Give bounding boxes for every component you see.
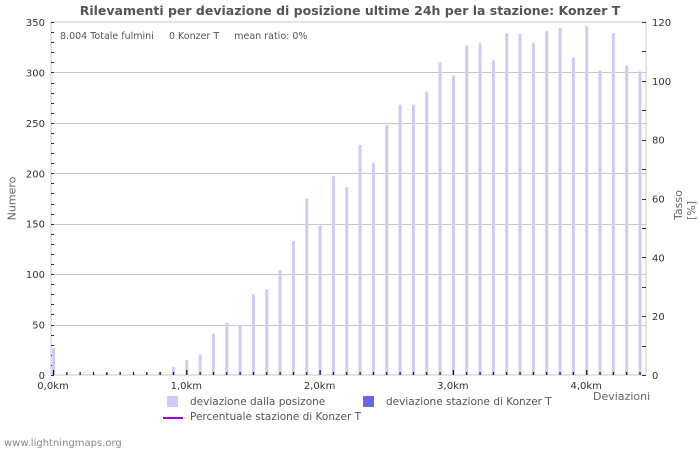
bar-deviation <box>638 71 642 376</box>
bar-deviation <box>278 270 282 375</box>
x-tick-label: 4,0km <box>570 381 601 392</box>
x-tick-label: 1,0km <box>171 381 202 392</box>
y-tick-label-right: 40 <box>652 253 665 264</box>
bar-deviation <box>411 104 415 376</box>
bar-deviation <box>238 325 242 375</box>
y-tick-label-left: 0 <box>39 371 45 382</box>
bar-deviation <box>585 26 589 375</box>
stat-ratio: mean ratio: 0% <box>234 31 308 42</box>
y-tick-label-left: 50 <box>32 321 45 332</box>
y-tick-label-right: 0 <box>652 371 658 382</box>
bar-deviation <box>225 322 229 375</box>
stats-line: 8.004 Totale fulmini 0 Konzer T mean rat… <box>60 31 307 42</box>
y-tick-label-left: 150 <box>26 220 45 231</box>
bar-deviation <box>398 104 402 376</box>
bar-deviation <box>318 225 322 375</box>
x-tick-label: 0,0km <box>37 381 68 392</box>
y-tick-label-left: 250 <box>26 119 45 130</box>
bar-deviation <box>171 366 175 375</box>
bar-deviation <box>611 33 615 375</box>
bar-deviation <box>52 347 55 375</box>
stat-station: 0 Konzer T <box>168 31 220 42</box>
legend-swatch-station <box>363 396 374 407</box>
bar-deviation <box>211 333 215 375</box>
source-credit: www.lightningmaps.org <box>4 438 122 449</box>
bar-deviation <box>358 145 362 375</box>
bar-deviation <box>531 43 535 376</box>
legend-item-percent: Percentuale stazione di Konzer T <box>190 411 362 423</box>
legend-item-deviation: deviazione dalla posizone <box>190 396 326 408</box>
y-tick-label-right: 100 <box>652 77 671 88</box>
bar-deviation <box>558 28 562 376</box>
legend-line-percent <box>163 417 183 419</box>
bar-deviation <box>545 31 549 375</box>
bar-deviation <box>198 354 202 375</box>
bar-deviation <box>291 240 295 375</box>
bar-deviation <box>625 65 629 376</box>
y-axis-right-label: Tasso [%] <box>672 190 698 220</box>
x-axis-label: Deviazioni <box>593 390 651 403</box>
bar-deviation <box>478 43 482 376</box>
bar-deviation <box>265 289 269 375</box>
y-tick-label-right: 80 <box>652 136 665 147</box>
bar-deviation <box>518 34 522 376</box>
x-tick-label: 3,0km <box>437 381 468 392</box>
bar-deviation <box>505 33 509 375</box>
legend-swatch-deviation <box>167 396 178 407</box>
bar-deviation <box>345 187 349 375</box>
y-tick-label-right: 20 <box>652 312 665 323</box>
stat-total: 8.004 Totale fulmini <box>60 31 154 42</box>
bar-deviation <box>438 62 442 375</box>
bar-deviation <box>305 198 309 375</box>
bar-deviation <box>491 60 495 375</box>
y-axis-left-label: Numero <box>5 176 19 221</box>
y-tick-label-left: 300 <box>26 68 45 79</box>
bar-deviation <box>371 163 375 375</box>
bar-deviation <box>251 294 255 375</box>
y-tick-label-left: 100 <box>26 270 45 281</box>
bar-deviation <box>465 45 469 375</box>
y-tick-label-right: 60 <box>652 195 665 206</box>
bar-deviation <box>598 70 602 375</box>
x-tick-label: 2,0km <box>304 381 335 392</box>
legend-item-station: deviazione stazione di Konzer T <box>386 396 552 408</box>
bar-deviation <box>185 359 189 375</box>
y-tick-label-left: 200 <box>26 169 45 180</box>
plot-frame <box>50 21 647 376</box>
bar-deviation <box>571 57 575 376</box>
bar-deviation <box>425 91 429 375</box>
bar-deviation <box>331 176 335 375</box>
y-tick-label-right: 120 <box>652 18 671 29</box>
y-tick-label-left: 350 <box>26 18 45 29</box>
bar-deviation <box>385 124 389 375</box>
chart-title: Rilevamenti per deviazione di posizione … <box>79 3 621 18</box>
bar-deviation <box>451 75 455 375</box>
